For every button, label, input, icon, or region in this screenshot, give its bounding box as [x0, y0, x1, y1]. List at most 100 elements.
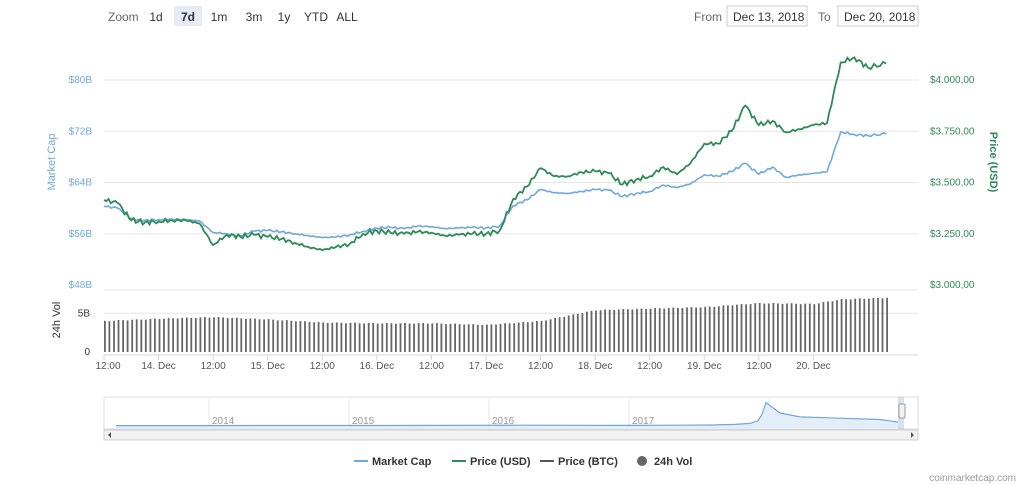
volume-bar — [363, 323, 365, 352]
from-date-input[interactable] — [726, 5, 808, 27]
volume-bar — [845, 299, 847, 352]
volume-bar — [263, 319, 265, 352]
legend-label: 24h Vol — [654, 456, 692, 468]
volume-bar — [104, 320, 106, 352]
volume-bar — [354, 322, 356, 352]
volume-bar — [663, 308, 666, 352]
volume-bar — [499, 324, 502, 352]
zoom-button-bg[interactable] — [240, 6, 268, 26]
zoom-button-bg[interactable] — [302, 6, 330, 26]
volume-bar — [563, 316, 566, 352]
volume-bar — [877, 297, 879, 352]
volume-bar — [508, 323, 511, 352]
volume-bar — [295, 321, 297, 352]
volume-bar — [868, 298, 870, 352]
zoom-button-label: 1m — [211, 10, 228, 24]
legend-item-1[interactable]: Price (USD) — [452, 456, 531, 468]
volume-bar — [208, 317, 211, 352]
scroll-left-arrow[interactable] — [108, 432, 111, 438]
volume-bar — [167, 318, 170, 352]
volume-bar — [854, 298, 857, 352]
navigator-handle[interactable] — [898, 403, 906, 419]
volume-bar — [217, 317, 220, 352]
volume-bar — [604, 309, 606, 352]
volume-bar — [631, 309, 634, 352]
market-cap-tick-label: $56B — [69, 229, 93, 240]
price-usd-line — [103, 56, 887, 252]
legend-item-3[interactable]: 24h Vol — [637, 456, 692, 468]
legend-item-2[interactable]: Price (BTC) — [540, 456, 618, 468]
zoom-button-bg[interactable] — [174, 6, 202, 26]
volume-bar — [258, 319, 261, 352]
volume-bar — [117, 320, 120, 352]
volume-bar — [622, 309, 625, 352]
volume-bar — [786, 303, 788, 352]
time-tick-label: 12:00 — [637, 361, 662, 372]
navigator-year-label: 2017 — [632, 416, 655, 427]
volume-bar — [567, 315, 570, 352]
volume-bar — [636, 308, 638, 352]
zoom-button-all[interactable]: ALL — [334, 6, 360, 26]
volume-axis-title: 24h Vol — [51, 302, 63, 339]
volume-bar — [831, 301, 834, 352]
price-usd-axis: $3.000,00 $3.250,00 $3.500,00 $3.750,00 $4.0… — [930, 75, 975, 291]
volume-bar — [608, 309, 611, 352]
to-date-input[interactable] — [837, 5, 919, 27]
market-cap-tick-label: $48B — [69, 280, 93, 291]
volume-bar — [335, 322, 338, 352]
navigator[interactable]: 20142015201620172018 — [103, 396, 919, 441]
zoom-button-3m[interactable]: 3m — [240, 6, 268, 26]
volume-bar — [308, 322, 311, 352]
zoom-button-bg[interactable] — [144, 6, 168, 26]
volume-bar — [240, 318, 243, 352]
navigator-year-label: 2015 — [352, 416, 375, 427]
zoom-button-1y[interactable]: 1y — [272, 6, 296, 26]
market-cap-axis-title: Market Cap — [46, 134, 58, 191]
volume-bar — [126, 320, 129, 352]
volume-bar — [836, 300, 838, 352]
time-tick-label: 12:00 — [310, 361, 335, 372]
volume-bar — [476, 324, 479, 352]
volume-bar — [445, 324, 447, 352]
volume-bar — [199, 317, 202, 352]
volume-bar — [881, 298, 884, 352]
volume-bar — [322, 322, 325, 352]
zoom-button-bg[interactable] — [334, 6, 360, 26]
volume-bar — [326, 323, 329, 352]
time-tick-label: 12:00 — [528, 361, 553, 372]
volume-bar — [526, 322, 529, 352]
market-cap-tick-label: $72B — [69, 126, 93, 137]
volume-bar — [645, 309, 647, 352]
volume-bar — [163, 318, 165, 352]
volume-bar — [176, 318, 179, 352]
from-date-value: Dec 13, 2018 — [733, 10, 805, 24]
volume-bar — [226, 318, 229, 352]
zoom-button-ytd[interactable]: YTD — [302, 6, 330, 26]
time-tick-label: 12:00 — [201, 361, 226, 372]
legend-item-0[interactable]: Market Cap — [354, 456, 432, 468]
volume-bar — [358, 323, 361, 352]
volume-bar — [708, 306, 711, 352]
volume-bar — [731, 305, 734, 352]
zoom-button-bg[interactable] — [272, 6, 296, 26]
volume-bar — [299, 321, 302, 352]
volume-bar — [185, 317, 188, 352]
zoom-button-label: 3m — [246, 10, 263, 24]
volume-panel — [104, 289, 918, 352]
volume-bar — [549, 319, 552, 352]
volume-bar — [285, 320, 288, 352]
scroll-right-arrow[interactable] — [911, 432, 914, 438]
zoom-button-7d[interactable]: 7d — [174, 6, 202, 26]
zoom-button-bg[interactable] — [206, 6, 232, 26]
volume-bar — [463, 324, 466, 352]
zoom-button-1m[interactable]: 1m — [206, 6, 232, 26]
volume-bar — [886, 297, 888, 352]
volume-bar — [272, 319, 275, 352]
volume-bar — [331, 322, 334, 352]
volume-bar — [281, 320, 284, 352]
navigator-scrollbar[interactable] — [103, 429, 919, 441]
volume-bar — [245, 318, 247, 352]
zoom-button-1d[interactable]: 1d — [144, 6, 168, 26]
volume-bar — [172, 318, 174, 352]
